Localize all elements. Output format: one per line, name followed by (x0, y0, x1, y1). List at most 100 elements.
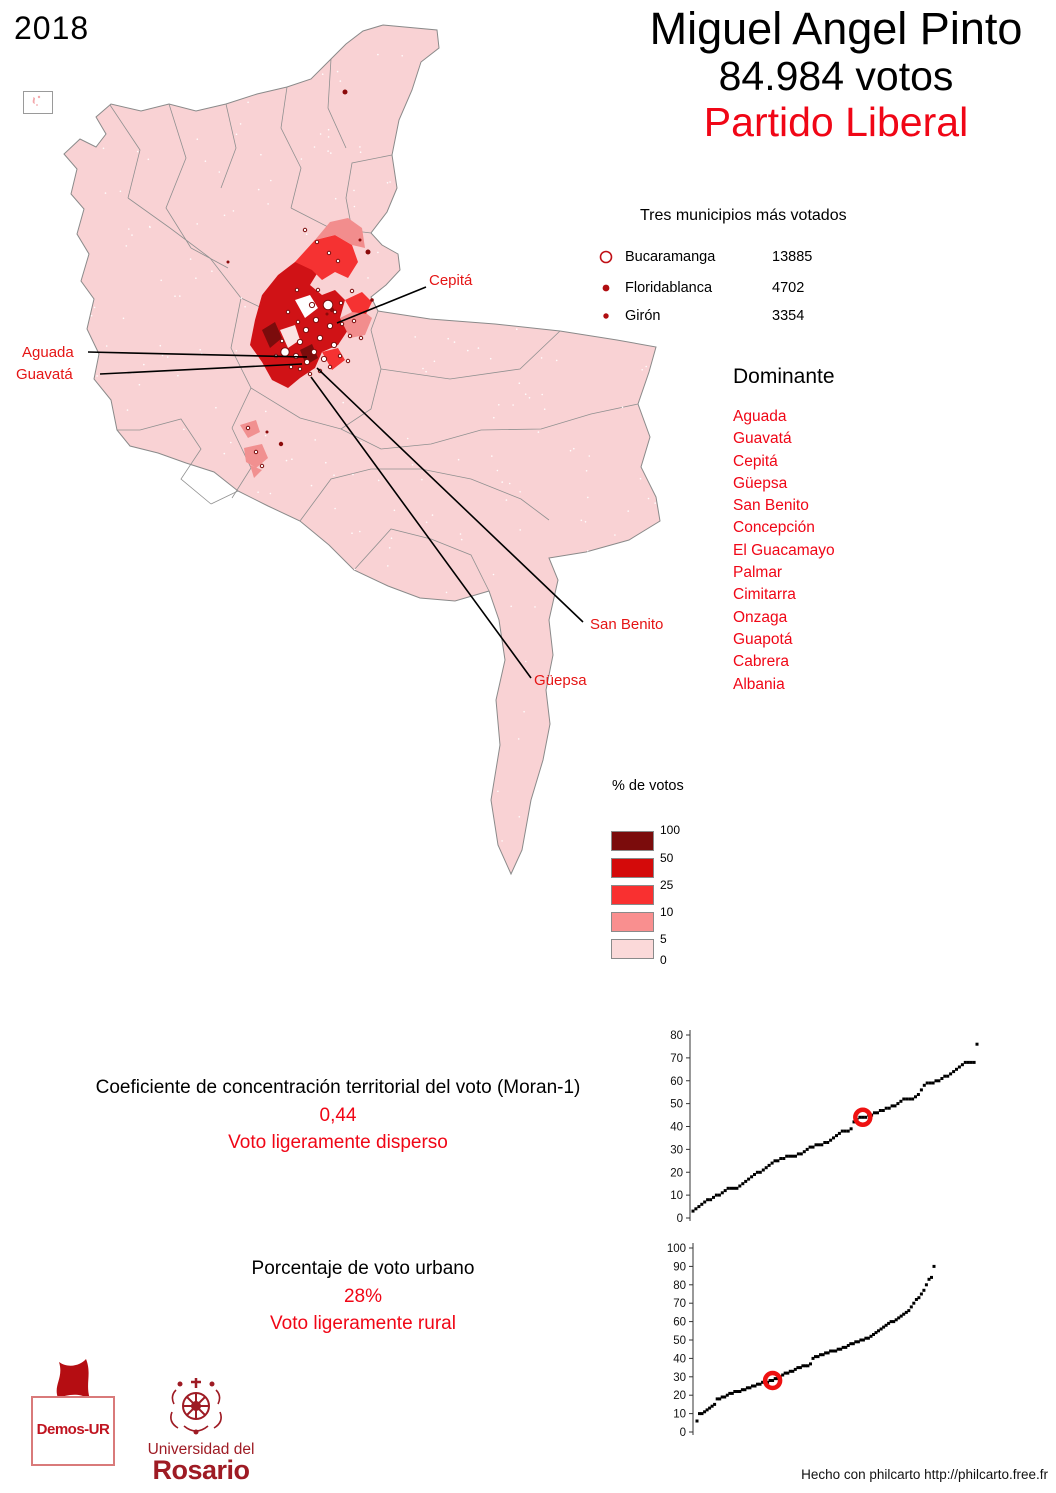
municipality-votes: 3354 (772, 308, 805, 324)
dominante-item: Albania (733, 675, 785, 693)
municipality-row: Bucaramanga 13885 (580, 247, 900, 267)
islands-inset-map (32, 95, 41, 106)
university-name-line1: Universidad del (147, 1441, 255, 1458)
dominante-item: Aguada (733, 408, 787, 425)
legend-tick-label: 25 (660, 878, 674, 892)
urban-rank-scatter-plot: 0 10 20 30 40 50 60 70 80 90 100 (667, 1243, 936, 1439)
urban-value: 28% (343, 1285, 383, 1307)
dominante-heading: Dominante (733, 365, 835, 388)
legend-tick-label: 50 (660, 851, 674, 865)
municipality-name: Floridablanca (625, 280, 713, 296)
proportional-circles (245, 227, 364, 469)
dominante-item: Cabrera (733, 653, 789, 671)
y-tick-label: 60 (673, 1317, 686, 1329)
urban-block: Porcentaje de voto urbano 28% Voto liger… (155, 1255, 571, 1338)
dominante-item: El Guacamayo (733, 541, 835, 559)
map-callout-label: Güepsa (534, 672, 587, 689)
islands-inset-box (23, 91, 53, 114)
dominante-item: Cepitá (733, 452, 778, 470)
vote-dot (265, 430, 269, 434)
demos-ur-ballot-icon (56, 1359, 90, 1399)
y-tick-label: 20 (673, 1390, 686, 1402)
municipality-row: Girón 3354 (580, 306, 900, 326)
moran-value: 0,44 (319, 1104, 357, 1126)
y-tick-label: 50 (670, 1099, 683, 1111)
vote-dot (325, 312, 329, 316)
y-tick-label: 80 (670, 1030, 683, 1042)
title-block: Miguel Angel Pinto 84.984 votos Partido … (620, 3, 1052, 146)
dominante-item: Guapotá (733, 630, 793, 648)
legend-swatch (611, 831, 654, 851)
country-outline (63, 24, 661, 876)
moran-interpretation: Voto ligeramente disperso (228, 1132, 448, 1153)
vote-dot (226, 260, 230, 264)
credit-footer: Hecho con philcarto http://philcarto.fre… (801, 1467, 1048, 1482)
legend-swatch (611, 858, 654, 878)
highlighted-point (853, 1107, 873, 1128)
map-callout-label: Cepitá (429, 272, 473, 289)
dominante-item: San Benito (733, 497, 809, 515)
dominante-item: Güepsa (733, 474, 788, 492)
dominante-list: Aguada Guavatá Cepitá Güepsa San Benito Conce… (733, 406, 835, 696)
year-label: 2018 (14, 10, 90, 46)
y-tick-label: 40 (673, 1353, 686, 1365)
vote-dot (342, 89, 348, 95)
y-tick-label: 30 (673, 1372, 686, 1384)
municipality-votes: 4702 (772, 280, 805, 296)
dot-medium-icon (602, 284, 610, 292)
municipality-votes: 13885 (772, 249, 813, 265)
legend-tick-label: 10 (660, 905, 674, 919)
y-tick-label: 20 (670, 1167, 683, 1179)
municipality-row: Floridablanca 4702 (580, 278, 900, 298)
demos-ur-box (31, 1396, 115, 1466)
dominante-item: Guavatá (733, 430, 792, 448)
vote-dot (358, 238, 362, 242)
municipality-name: Girón (625, 308, 661, 324)
colombia-choropleth-map (63, 24, 661, 876)
map-callout-label: Guavatá (16, 366, 73, 383)
highlighted-point (762, 1370, 783, 1391)
open-circle-icon (599, 250, 613, 264)
university-crest-icon (170, 1378, 222, 1435)
party-name: Partido Liberal (703, 99, 969, 146)
y-tick-label: 10 (670, 1190, 683, 1202)
y-tick-label: 60 (670, 1076, 683, 1088)
y-tick-label: 40 (670, 1122, 683, 1134)
legend-swatch (611, 912, 654, 932)
urban-interpretation: Voto ligeramente rural (270, 1313, 456, 1334)
demos-ur-logo-text: Demos-UR (36, 1421, 110, 1438)
moran-rank-scatter-plot: 0 10 20 30 40 50 60 70 80 (670, 1030, 979, 1225)
y-tick-label: 100 (667, 1243, 686, 1255)
y-tick-label: 90 (673, 1261, 686, 1273)
map-callout-label: Aguada (22, 344, 74, 361)
dominante-item: Cimitarra (733, 586, 796, 604)
urban-heading: Porcentaje de voto urbano (251, 1258, 475, 1279)
y-tick-label: 70 (670, 1053, 683, 1065)
legend-tick-label: 5 (660, 932, 667, 946)
y-tick-label: 70 (673, 1298, 686, 1310)
y-tick-label: 30 (670, 1144, 683, 1156)
choropleth-legend-title: % de votos (612, 778, 684, 794)
vote-dot (370, 298, 374, 302)
candidate-name: Miguel Angel Pinto (649, 3, 1023, 54)
legend-swatch (611, 939, 654, 959)
vote-dot (365, 249, 371, 255)
university-name-line2: Rosario (152, 1455, 250, 1485)
moran-heading: Coeficiente de concentración territorial… (95, 1077, 581, 1098)
municipality-name: Bucaramanga (625, 249, 716, 265)
vote-count: 84.984 votos (718, 53, 954, 100)
moran-block: Coeficiente de concentración territorial… (30, 1074, 646, 1157)
top-municipalities-heading: Tres municipios más votados (640, 207, 847, 224)
vote-dot (278, 441, 284, 447)
callout-leader-lines (87, 286, 584, 679)
dominante-item: Palmar (733, 564, 783, 582)
legend-tick-label: 0 (660, 953, 667, 967)
map-callout-label: San Benito (590, 616, 664, 633)
legend-swatch (611, 885, 654, 905)
y-tick-label: 0 (677, 1213, 683, 1225)
y-tick-label: 50 (673, 1335, 686, 1347)
y-tick-label: 10 (673, 1409, 686, 1421)
legend-tick-label: 100 (660, 823, 681, 837)
y-tick-label: 80 (673, 1280, 686, 1292)
